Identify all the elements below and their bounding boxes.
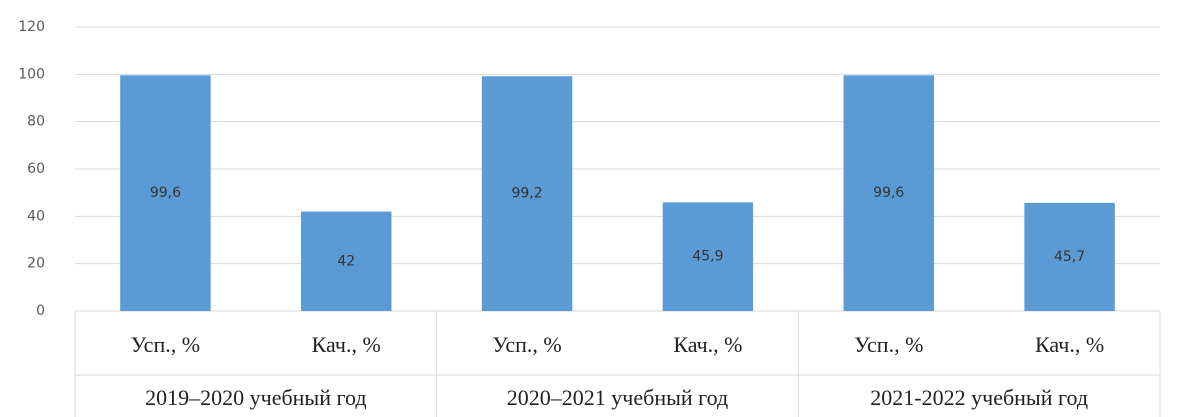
bar (481, 76, 573, 311)
group-label: 2020–2021 учебный год (507, 385, 728, 410)
x-tick-label: Усп., % (492, 332, 561, 357)
x-tick-label: Кач., % (1035, 332, 1104, 357)
data-label: 42 (337, 253, 355, 269)
y-tick-label: 20 (27, 256, 45, 272)
data-label: 45,9 (692, 249, 723, 265)
y-tick-label: 120 (18, 19, 45, 35)
bar (1024, 202, 1115, 311)
x-tick-label: Усп., % (131, 332, 200, 357)
y-tick-label: 0 (36, 303, 45, 319)
data-label: 99,2 (511, 186, 542, 202)
group-label: 2019–2020 учебный год (145, 385, 366, 410)
group-label: 2021-2022 учебный год (870, 385, 1088, 410)
data-label: 99,6 (150, 185, 181, 201)
data-label: 45,7 (1054, 249, 1085, 265)
x-tick-label: Усп., % (854, 332, 923, 357)
bar (301, 211, 392, 311)
x-tick-label: Кач., % (312, 332, 381, 357)
bar (662, 202, 754, 311)
y-tick-label: 40 (27, 208, 45, 224)
x-tick-label: Кач., % (673, 332, 742, 357)
y-tick-label: 80 (27, 114, 45, 130)
bar (843, 75, 934, 311)
bar (120, 75, 211, 311)
y-tick-label: 60 (27, 161, 45, 177)
y-tick-label: 100 (18, 66, 45, 82)
data-label: 99,6 (873, 185, 904, 201)
